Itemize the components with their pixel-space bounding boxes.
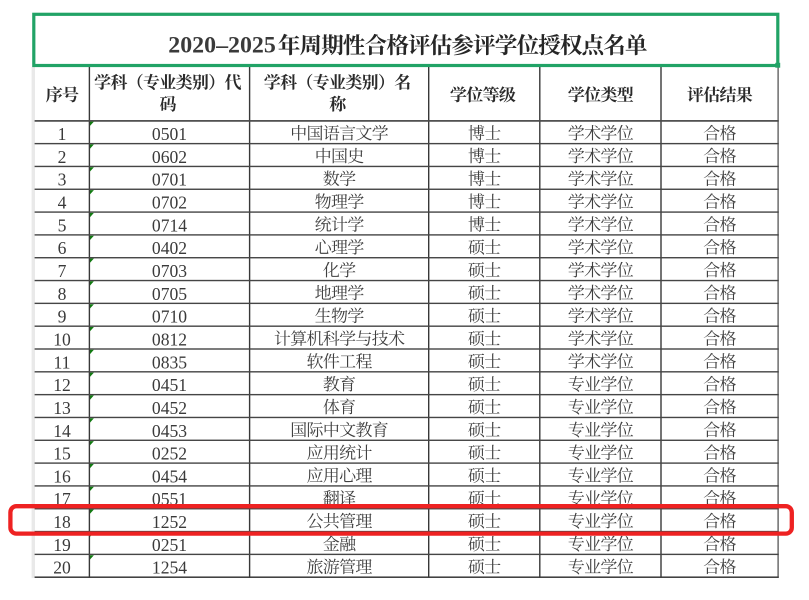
svg-text:13: 13 — [53, 398, 71, 418]
svg-text:4: 4 — [58, 193, 67, 213]
svg-text:3: 3 — [58, 170, 67, 190]
svg-text:7: 7 — [58, 261, 67, 281]
svg-text:16: 16 — [53, 466, 71, 486]
svg-text:0835: 0835 — [152, 352, 187, 372]
svg-text:2: 2 — [58, 147, 67, 167]
svg-text:0714: 0714 — [152, 215, 187, 235]
svg-text:1252: 1252 — [152, 512, 187, 532]
svg-text:8: 8 — [58, 284, 67, 304]
svg-text:20: 20 — [53, 558, 71, 578]
svg-text:0701: 0701 — [152, 170, 187, 190]
svg-text:0705: 0705 — [152, 284, 187, 304]
svg-text:9: 9 — [58, 307, 67, 327]
svg-text:5: 5 — [58, 215, 67, 235]
svg-text:1: 1 — [58, 124, 67, 144]
svg-text:0501: 0501 — [152, 124, 187, 144]
svg-text:0710: 0710 — [152, 307, 187, 327]
svg-text:0402: 0402 — [152, 238, 187, 258]
svg-text:12: 12 — [53, 375, 71, 395]
svg-text:0251: 0251 — [152, 535, 187, 555]
svg-text:2020–2025: 2020–2025 — [168, 32, 275, 57]
svg-text:0703: 0703 — [152, 261, 187, 281]
svg-text:15: 15 — [53, 444, 71, 464]
svg-text:0454: 0454 — [152, 466, 187, 486]
svg-text:11: 11 — [54, 352, 71, 372]
svg-text:19: 19 — [53, 535, 71, 555]
svg-text:18: 18 — [53, 512, 71, 532]
svg-text:10: 10 — [53, 330, 71, 350]
svg-text:0452: 0452 — [152, 398, 187, 418]
svg-text:0812: 0812 — [152, 330, 187, 350]
svg-text:0453: 0453 — [152, 421, 187, 441]
svg-text:0702: 0702 — [152, 193, 187, 213]
svg-text:6: 6 — [58, 238, 67, 258]
svg-text:14: 14 — [53, 421, 71, 441]
svg-text:0252: 0252 — [152, 444, 187, 464]
svg-text:0602: 0602 — [152, 147, 187, 167]
svg-text:1254: 1254 — [152, 558, 187, 578]
svg-text:0451: 0451 — [152, 375, 187, 395]
